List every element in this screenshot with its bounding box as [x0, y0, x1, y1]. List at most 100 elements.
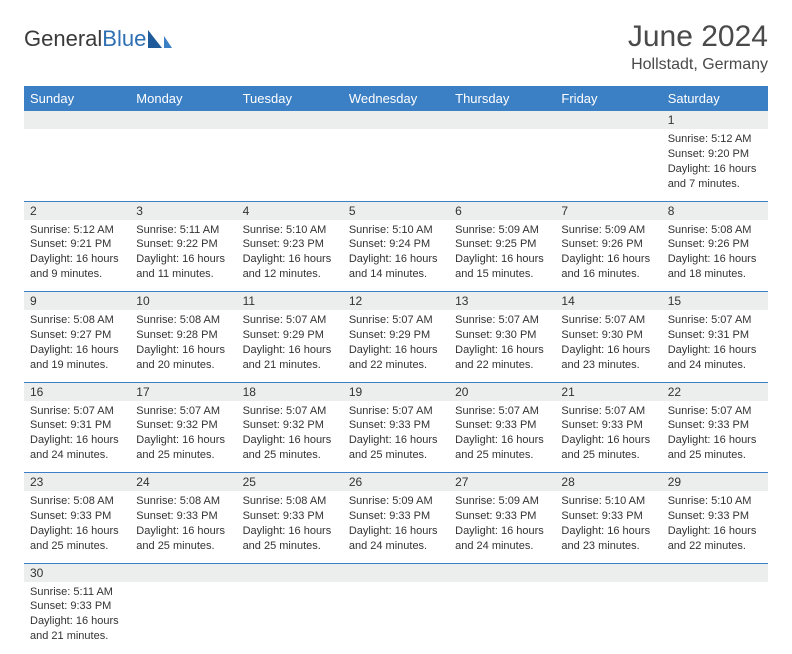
day-number: 24 — [130, 473, 236, 492]
d1-text: Daylight: 16 hours — [243, 252, 337, 267]
d1-text: Daylight: 16 hours — [30, 252, 124, 267]
day-cell — [24, 129, 130, 201]
sunset-text: Sunset: 9:28 PM — [136, 328, 230, 343]
d2-text: and 25 minutes. — [455, 448, 549, 463]
sunrise-text: Sunrise: 5:07 AM — [561, 313, 655, 328]
day-cell — [662, 582, 768, 654]
day-cell — [237, 129, 343, 201]
d2-text: and 25 minutes. — [243, 448, 337, 463]
day-number — [237, 563, 343, 582]
sunset-text: Sunset: 9:33 PM — [136, 509, 230, 524]
week-row: Sunrise: 5:08 AMSunset: 9:33 PMDaylight:… — [24, 491, 768, 563]
d2-text: and 20 minutes. — [136, 358, 230, 373]
month-title: June 2024 — [628, 20, 768, 54]
sunrise-text: Sunrise: 5:07 AM — [30, 404, 124, 419]
sunrise-text: Sunrise: 5:09 AM — [455, 223, 549, 238]
day-cell: Sunrise: 5:10 AMSunset: 9:33 PMDaylight:… — [662, 491, 768, 563]
day-number — [343, 563, 449, 582]
sunrise-text: Sunrise: 5:08 AM — [136, 494, 230, 509]
day-cell: Sunrise: 5:09 AMSunset: 9:25 PMDaylight:… — [449, 220, 555, 292]
d1-text: Daylight: 16 hours — [136, 433, 230, 448]
weekday-header: Sunday — [24, 86, 130, 111]
d1-text: Daylight: 16 hours — [30, 524, 124, 539]
day-number — [555, 563, 661, 582]
day-number: 16 — [24, 382, 130, 401]
day-cell: Sunrise: 5:12 AMSunset: 9:20 PMDaylight:… — [662, 129, 768, 201]
sunrise-text: Sunrise: 5:10 AM — [561, 494, 655, 509]
day-cell — [130, 129, 236, 201]
sunrise-text: Sunrise: 5:11 AM — [136, 223, 230, 238]
logo-blue: Blue — [102, 26, 146, 51]
d1-text: Daylight: 16 hours — [136, 252, 230, 267]
d1-text: Daylight: 16 hours — [349, 433, 443, 448]
day-number — [555, 111, 661, 129]
d2-text: and 11 minutes. — [136, 267, 230, 282]
sunset-text: Sunset: 9:21 PM — [30, 237, 124, 252]
d2-text: and 22 minutes. — [349, 358, 443, 373]
sunrise-text: Sunrise: 5:10 AM — [668, 494, 762, 509]
sunrise-text: Sunrise: 5:09 AM — [455, 494, 549, 509]
sunrise-text: Sunrise: 5:10 AM — [349, 223, 443, 238]
d2-text: and 14 minutes. — [349, 267, 443, 282]
day-number — [449, 111, 555, 129]
day-number: 9 — [24, 292, 130, 311]
weekday-header: Thursday — [449, 86, 555, 111]
sunrise-text: Sunrise: 5:08 AM — [243, 494, 337, 509]
daynum-row: 9101112131415 — [24, 292, 768, 311]
daynum-row: 16171819202122 — [24, 382, 768, 401]
d2-text: and 24 minutes. — [349, 539, 443, 554]
day-number: 13 — [449, 292, 555, 311]
d2-text: and 25 minutes. — [136, 448, 230, 463]
sunset-text: Sunset: 9:30 PM — [455, 328, 549, 343]
sunset-text: Sunset: 9:30 PM — [561, 328, 655, 343]
day-cell: Sunrise: 5:09 AMSunset: 9:33 PMDaylight:… — [343, 491, 449, 563]
day-cell: Sunrise: 5:07 AMSunset: 9:33 PMDaylight:… — [555, 401, 661, 473]
d1-text: Daylight: 16 hours — [561, 524, 655, 539]
d2-text: and 25 minutes. — [349, 448, 443, 463]
week-row: Sunrise: 5:08 AMSunset: 9:27 PMDaylight:… — [24, 310, 768, 382]
day-number — [130, 111, 236, 129]
day-cell: Sunrise: 5:10 AMSunset: 9:23 PMDaylight:… — [237, 220, 343, 292]
day-number: 4 — [237, 201, 343, 220]
d1-text: Daylight: 16 hours — [561, 343, 655, 358]
sunrise-text: Sunrise: 5:08 AM — [30, 494, 124, 509]
calendar-table: Sunday Monday Tuesday Wednesday Thursday… — [24, 86, 768, 654]
sunrise-text: Sunrise: 5:07 AM — [455, 313, 549, 328]
d2-text: and 24 minutes. — [455, 539, 549, 554]
weekday-header: Monday — [130, 86, 236, 111]
day-cell: Sunrise: 5:07 AMSunset: 9:33 PMDaylight:… — [662, 401, 768, 473]
sunset-text: Sunset: 9:33 PM — [455, 509, 549, 524]
day-cell: Sunrise: 5:11 AMSunset: 9:33 PMDaylight:… — [24, 582, 130, 654]
sunset-text: Sunset: 9:31 PM — [30, 418, 124, 433]
d2-text: and 25 minutes. — [561, 448, 655, 463]
sunset-text: Sunset: 9:33 PM — [243, 509, 337, 524]
sunrise-text: Sunrise: 5:07 AM — [349, 404, 443, 419]
d2-text: and 12 minutes. — [243, 267, 337, 282]
day-cell — [449, 582, 555, 654]
d1-text: Daylight: 16 hours — [561, 433, 655, 448]
d2-text: and 25 minutes. — [668, 448, 762, 463]
day-number: 6 — [449, 201, 555, 220]
daynum-row: 30 — [24, 563, 768, 582]
sunrise-text: Sunrise: 5:12 AM — [30, 223, 124, 238]
sunset-text: Sunset: 9:26 PM — [668, 237, 762, 252]
sunrise-text: Sunrise: 5:07 AM — [668, 404, 762, 419]
day-cell: Sunrise: 5:08 AMSunset: 9:33 PMDaylight:… — [130, 491, 236, 563]
day-number: 15 — [662, 292, 768, 311]
sunset-text: Sunset: 9:33 PM — [668, 509, 762, 524]
day-number — [662, 563, 768, 582]
d1-text: Daylight: 16 hours — [668, 252, 762, 267]
weekday-header: Wednesday — [343, 86, 449, 111]
day-cell: Sunrise: 5:07 AMSunset: 9:33 PMDaylight:… — [449, 401, 555, 473]
d1-text: Daylight: 16 hours — [455, 433, 549, 448]
day-cell — [237, 582, 343, 654]
day-number: 2 — [24, 201, 130, 220]
sunrise-text: Sunrise: 5:12 AM — [668, 132, 762, 147]
d2-text: and 23 minutes. — [561, 539, 655, 554]
d2-text: and 21 minutes. — [30, 629, 124, 644]
day-cell: Sunrise: 5:09 AMSunset: 9:33 PMDaylight:… — [449, 491, 555, 563]
day-cell: Sunrise: 5:07 AMSunset: 9:32 PMDaylight:… — [237, 401, 343, 473]
d2-text: and 7 minutes. — [668, 177, 762, 192]
day-number — [449, 563, 555, 582]
d1-text: Daylight: 16 hours — [561, 252, 655, 267]
